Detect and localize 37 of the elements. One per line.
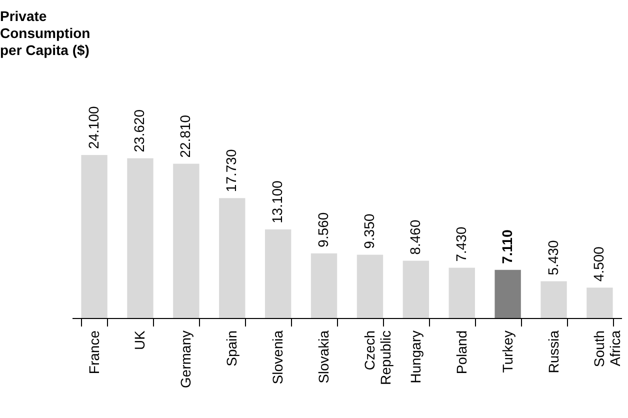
bar: [127, 158, 154, 318]
x-tick-label: Spain: [224, 330, 240, 366]
x-tick-label: Germany: [178, 330, 194, 388]
bar: [173, 164, 200, 318]
x-tick-label: Czech Republic: [361, 330, 394, 385]
x-tick-label: South Africa: [591, 330, 624, 368]
data-label: 24.100: [85, 106, 102, 149]
bar: [586, 288, 613, 318]
x-tick-label: Russia: [545, 330, 562, 374]
data-label: 5.430: [544, 240, 561, 276]
x-tick-label: Poland: [453, 330, 470, 374]
x-tick-label: Turkey: [499, 330, 516, 373]
bar: [310, 253, 338, 318]
bar: [264, 229, 292, 318]
bar: [356, 254, 384, 318]
bar: [540, 281, 567, 318]
bar: [494, 270, 521, 318]
data-label: 22.810: [177, 114, 194, 158]
data-label: 9.560: [315, 212, 332, 248]
bar: [402, 260, 430, 318]
data-label: 9.350: [360, 214, 377, 249]
chart-title: Private Consumption per Capita ($): [0, 8, 90, 58]
data-label: 4.500: [590, 246, 607, 282]
data-label: 17.730: [223, 149, 240, 192]
data-label: 8.460: [406, 220, 423, 255]
x-tick-label: Hungary: [407, 330, 424, 384]
x-tick-label: Slovakia: [316, 330, 332, 384]
bar: [81, 155, 108, 318]
bar: [219, 198, 246, 318]
data-label: 13.100: [269, 180, 286, 224]
x-tick-label: Slovenia: [270, 330, 286, 384]
data-label: 7.430: [452, 226, 469, 262]
bar: [448, 268, 475, 318]
x-tick-label: France: [86, 330, 102, 374]
data-label: 23.620: [131, 109, 148, 152]
data-label: 7.110: [498, 229, 515, 264]
x-tick-label: UK: [132, 330, 148, 350]
